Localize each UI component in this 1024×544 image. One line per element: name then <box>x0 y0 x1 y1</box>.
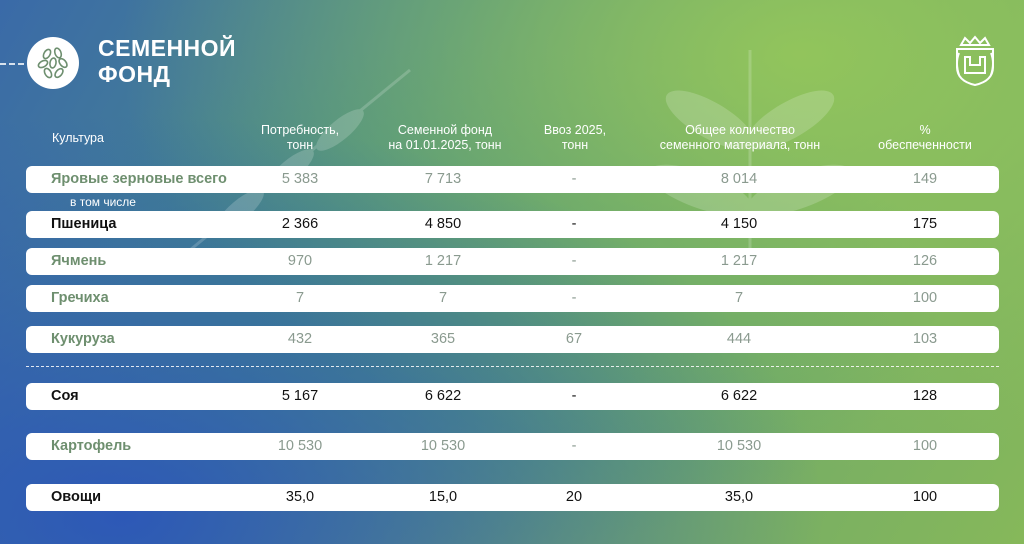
cell-fund: 10 530 <box>420 438 466 454</box>
logo-badge <box>27 37 79 89</box>
cell-fund: 365 <box>430 331 456 347</box>
cell-culture: Соя <box>51 388 79 404</box>
cell-percent: 126 <box>912 253 938 269</box>
cell-need: 10 530 <box>277 438 323 454</box>
table-row-barley: Ячмень 970 1 217 - 1 217 126 <box>26 248 999 275</box>
cell-total: 444 <box>726 331 752 347</box>
section-divider <box>26 366 999 367</box>
cell-total: 8 014 <box>720 171 758 187</box>
cell-percent: 128 <box>912 388 938 404</box>
cell-culture: Картофель <box>51 438 132 454</box>
cell-culture: Кукуруза <box>51 331 115 347</box>
cell-need: 432 <box>287 331 313 347</box>
cell-total: 7 <box>734 290 744 306</box>
table-row-corn: Кукуруза 432 365 67 444 103 <box>26 326 999 353</box>
page-title-line1: СЕМЕННОЙ <box>98 35 237 61</box>
header-dashed-line <box>0 63 24 65</box>
cell-need: 7 <box>295 290 305 306</box>
table-row-soy: Соя 5 167 6 622 - 6 622 128 <box>26 383 999 410</box>
table-row-potato: Картофель 10 530 10 530 - 10 530 100 <box>26 433 999 460</box>
cell-total: 10 530 <box>716 438 762 454</box>
cell-percent: 103 <box>912 331 938 347</box>
column-header-percent: % обеспеченности <box>878 123 972 152</box>
cell-import: - <box>571 171 577 187</box>
cell-fund: 15,0 <box>428 489 458 505</box>
cell-need: 5 167 <box>281 388 319 404</box>
cell-import: - <box>571 388 577 404</box>
subnote-including: в том числе <box>70 195 136 209</box>
coat-of-arms-icon <box>956 35 994 87</box>
cell-fund: 7 713 <box>424 171 462 187</box>
cell-culture: Пшеница <box>51 216 117 232</box>
cell-percent: 100 <box>912 489 938 505</box>
cell-import: - <box>571 253 577 269</box>
cell-fund: 7 <box>438 290 448 306</box>
cell-need: 35,0 <box>285 489 315 505</box>
cell-total: 35,0 <box>724 489 754 505</box>
cell-fund: 6 622 <box>424 388 462 404</box>
table-row-buckwheat: Гречиха 7 7 - 7 100 <box>26 285 999 312</box>
seeds-icon <box>37 47 68 79</box>
cell-fund: 4 850 <box>424 216 462 232</box>
cell-fund: 1 217 <box>424 253 462 269</box>
cell-culture: Ячмень <box>51 253 107 269</box>
cell-import: 20 <box>565 489 583 505</box>
cell-total: 1 217 <box>720 253 758 269</box>
table-row-wheat: Пшеница 2 366 4 850 - 4 150 175 <box>26 211 999 238</box>
cell-culture: Гречиха <box>51 290 109 306</box>
cell-need: 970 <box>287 253 313 269</box>
column-header-total: Общее количество семенного материала, то… <box>659 123 821 152</box>
column-header-culture: Культура <box>52 131 104 145</box>
cell-import: 67 <box>565 331 583 347</box>
cell-percent: 100 <box>912 290 938 306</box>
cell-import: - <box>571 290 577 306</box>
cell-percent: 149 <box>912 171 938 187</box>
column-header-fund: Семенной фонд на 01.01.2025, тонн <box>388 123 502 152</box>
cell-need: 2 366 <box>281 216 319 232</box>
cell-culture: Яровые зерновые всего <box>51 171 227 187</box>
cell-percent: 100 <box>912 438 938 454</box>
cell-total: 6 622 <box>720 388 758 404</box>
page-title: СЕМЕННОЙ ФОНД <box>98 35 236 87</box>
cell-culture: Овощи <box>51 489 102 505</box>
cell-total: 4 150 <box>720 216 758 232</box>
cell-import: - <box>571 438 577 454</box>
table-row-vegetables: Овощи 35,0 15,0 20 35,0 100 <box>26 484 999 511</box>
column-header-import: Ввоз 2025, тонн <box>543 123 607 152</box>
cell-need: 5 383 <box>281 171 319 187</box>
cell-percent: 175 <box>912 216 938 232</box>
cell-import: - <box>571 216 577 232</box>
table-row-spring-grain: Яровые зерновые всего 5 383 7 713 - 8 01… <box>26 166 999 193</box>
column-header-need: Потребность, тонн <box>260 123 340 152</box>
page-title-line2: ФОНД <box>98 61 171 87</box>
